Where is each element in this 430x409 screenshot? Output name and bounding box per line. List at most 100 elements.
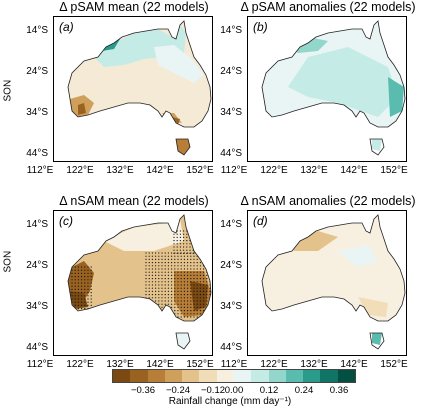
significance-dot [74, 269, 76, 271]
significance-dot [158, 268, 160, 270]
significance-dot [148, 313, 150, 315]
significance-dot [173, 246, 175, 248]
significance-dot [199, 284, 201, 286]
significance-dot [167, 284, 169, 286]
significance-dot [183, 310, 185, 312]
significance-dot [187, 287, 189, 289]
significance-dot [164, 290, 166, 292]
significance-dot [164, 262, 166, 264]
shading-region [288, 231, 338, 251]
significance-dot [193, 316, 195, 318]
significance-dot [196, 262, 198, 264]
australia-map-c [67, 214, 212, 350]
significance-dot [179, 233, 181, 235]
significance-dot [167, 310, 169, 312]
panel-c-title: Δ nSAM mean (22 models) [59, 194, 209, 208]
significance-dot [196, 303, 198, 305]
significance-dot [177, 274, 179, 276]
significance-dot [176, 240, 178, 242]
significance-dot [161, 255, 163, 257]
significance-dot [206, 281, 208, 283]
significance-dot [71, 292, 73, 294]
map-panel-b: (b) [247, 16, 407, 162]
significance-dot [192, 233, 194, 235]
significance-dot [155, 281, 157, 283]
significance-dot [148, 310, 150, 312]
significance-dot [155, 252, 157, 254]
significance-dot [180, 313, 182, 315]
significance-dot [173, 236, 175, 238]
significance-dot [171, 290, 173, 292]
lon-tick-d-132: 132°E [300, 359, 328, 370]
significance-dot [148, 300, 150, 302]
significance-dot [161, 290, 163, 292]
significance-dot [199, 310, 201, 312]
significance-dot [206, 294, 208, 296]
significance-dot [161, 268, 163, 270]
significance-dot [177, 306, 179, 308]
colorbar-tick-7: 0.36 [329, 385, 349, 396]
significance-dot [174, 287, 176, 289]
shading-region [154, 45, 204, 83]
significance-dot [187, 300, 189, 302]
significance-dot [192, 240, 194, 242]
significance-dot [203, 297, 205, 299]
significance-dot [174, 310, 176, 312]
significance-dot [171, 265, 173, 267]
significance-dot [177, 278, 179, 280]
significance-dot [174, 316, 176, 318]
significance-dot [167, 265, 169, 267]
lon-tick-b-142: 142°E [340, 165, 368, 176]
lon-tick-c-122: 122°E [66, 359, 94, 370]
significance-dot [190, 297, 192, 299]
significance-dot [186, 249, 188, 251]
significance-dot [171, 300, 173, 302]
significance-dot [90, 298, 92, 300]
significance-dot [145, 274, 147, 276]
significance-dot [155, 313, 157, 315]
significance-dot [190, 287, 192, 289]
significance-dot [193, 281, 195, 283]
lon-tick-a-112: 112°E [26, 165, 54, 176]
significance-dot [84, 276, 86, 278]
lon-tick-b-132: 132°E [300, 165, 328, 176]
tasmania-coastline [369, 332, 385, 350]
significance-dot [203, 303, 205, 305]
significance-dot [190, 310, 192, 312]
significance-dot [155, 310, 157, 312]
significance-dot [155, 294, 157, 296]
significance-dot [190, 281, 192, 283]
colorbar-swatch [268, 370, 286, 382]
significance-dot [164, 310, 166, 312]
map-panel-a: (a) [53, 16, 213, 162]
lon-tick-d-142: 142°E [340, 359, 368, 370]
significance-dot [164, 252, 166, 254]
significance-dot [183, 246, 185, 248]
significance-dot [77, 269, 79, 271]
significance-dot [90, 269, 92, 271]
significance-dot [203, 300, 205, 302]
significance-dot [77, 285, 79, 287]
significance-dot [174, 300, 176, 302]
significance-dot [148, 287, 150, 289]
significance-dot [167, 316, 169, 318]
significance-dot [145, 303, 147, 305]
colorbar-swatch [147, 370, 165, 382]
significance-dot [74, 298, 76, 300]
significance-dot [148, 316, 150, 318]
significance-dot [203, 306, 205, 308]
significance-dot [183, 243, 185, 245]
lon-tick-c-142: 142°E [146, 359, 174, 370]
colorbar-swatch [303, 370, 321, 382]
significance-dot [161, 313, 163, 315]
significance-dot [148, 290, 150, 292]
significance-dot [176, 246, 178, 248]
significance-dot [183, 284, 185, 286]
significance-dot [71, 279, 73, 281]
significance-dot [167, 252, 169, 254]
significance-dot [180, 271, 182, 273]
significance-dot [174, 255, 176, 257]
significance-dot [151, 310, 153, 312]
significance-dot [196, 278, 198, 280]
significance-dot [161, 300, 163, 302]
